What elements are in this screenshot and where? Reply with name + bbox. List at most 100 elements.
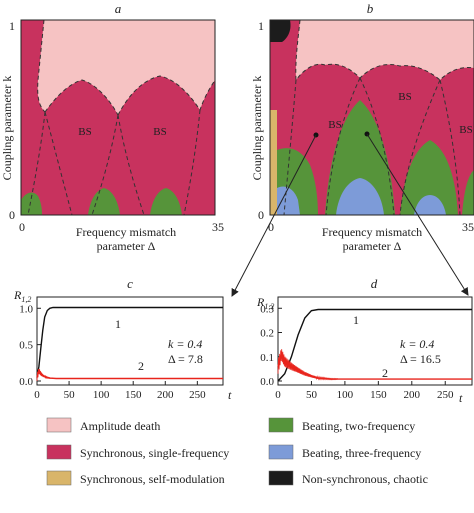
x-tick-label: 100 xyxy=(93,389,110,401)
panel-b: b BS BS xyxy=(250,1,474,253)
y-tick-label: 1.0 xyxy=(19,303,33,315)
y-tick-label: 0.0 xyxy=(260,376,274,388)
y-tick-label: 0.1 xyxy=(260,352,274,364)
panel-b-beating-region-4 xyxy=(462,170,474,215)
legend-swatch-chaotic xyxy=(268,470,294,486)
arrow-to-panel-c xyxy=(231,134,317,297)
panel-d-letter: d xyxy=(371,276,378,291)
panel-a-beating-region-2 xyxy=(88,188,120,215)
panel-d: d R1,2 0.30.20.10.0 0 50 100 150 200 250 t 1 … xyxy=(256,276,473,405)
panel-b-x-tick-min: 0 xyxy=(268,220,274,234)
panel-b-self-modulation-strip xyxy=(270,110,277,215)
panel-a-x-tick-min: 0 xyxy=(19,220,25,234)
arrow-to-panel-d xyxy=(366,133,469,296)
panel-b-chaotic-region xyxy=(270,20,291,42)
panel-a-x-tick-max: 35 xyxy=(212,220,224,234)
panel-a-boundaries xyxy=(27,20,215,215)
legend-swatch-beating-three xyxy=(268,444,294,460)
panel-c-param-delta: Δ = 7.8 xyxy=(168,352,203,366)
panel-b-y-label: Coupling parameter k xyxy=(250,76,264,181)
series-2-oscillation xyxy=(36,368,54,382)
x-tick-label: 50 xyxy=(64,389,76,401)
panel-a-y-tick-min: 0 xyxy=(9,208,15,222)
x-tick-label: 200 xyxy=(157,389,174,401)
x-tick-label: 150 xyxy=(125,389,142,401)
x-tick-label: 250 xyxy=(189,389,206,401)
panel-b-beating-region-2 xyxy=(325,100,395,215)
panel-c-frame xyxy=(36,296,224,386)
panel-c-letter: c xyxy=(127,276,133,291)
x-tick-label: 200 xyxy=(404,389,421,401)
legend-swatch-sync-single xyxy=(46,444,72,460)
x-tick-label: 0 xyxy=(275,389,281,401)
panel-d-param-k: k = 0.4 xyxy=(400,337,434,351)
panel-b-y-tick-max: 1 xyxy=(258,19,264,33)
panel-a-bs-label-2: BS xyxy=(153,126,166,138)
series-1-line xyxy=(277,308,472,382)
legend-label-chaotic: Non-synchronous, chaotic xyxy=(302,472,428,486)
panel-b-y-tick-min: 0 xyxy=(258,208,264,222)
panel-a-beating-region-1 xyxy=(21,192,42,215)
panel-b-boundaries xyxy=(283,20,474,215)
x-tick-label: 0 xyxy=(34,389,40,401)
panel-d-param-delta: Δ = 16.5 xyxy=(400,352,441,366)
panel-a-letter: a xyxy=(115,1,122,16)
panel-d-x-ticks: 0 50 100 150 200 250 xyxy=(275,381,454,401)
legend-swatch-beating-two xyxy=(268,417,294,433)
legend-label-sync-self-mod: Synchronous, self-modulation xyxy=(80,472,225,486)
panel-b-three-frequency-region-3 xyxy=(414,195,446,215)
panel-a-frame xyxy=(20,19,216,216)
panel-b-bs-label-1: BS xyxy=(328,119,341,131)
panel-c-param-k: k = 0.4 xyxy=(168,337,202,351)
panel-a-x-label-line1: Frequency mismatch xyxy=(76,225,176,239)
panel-d-curves xyxy=(277,308,472,382)
panel-b-beating-region-3 xyxy=(400,140,458,215)
panel-b-three-frequency-region-1 xyxy=(277,186,300,215)
panel-c: c R1,2 1.0 0.5 0.0 0 50 100 150 200 250 t 1 2 k… xyxy=(13,276,232,402)
y-tick-label: 0.0 xyxy=(19,376,33,388)
panel-a-beating-region-3 xyxy=(150,188,182,215)
legend-label-beating-three: Beating, three-frequency xyxy=(302,446,421,460)
panel-b-three-frequency-region-2 xyxy=(336,178,384,215)
panel-d-curve-label-2: 2 xyxy=(382,366,388,380)
panel-a-amplitude-death-region xyxy=(37,20,215,115)
panel-c-x-label: t xyxy=(228,388,232,402)
panel-a-y-label: Coupling parameter k xyxy=(0,76,14,181)
panel-a-x-label-line2: parameter Δ xyxy=(97,239,156,253)
y-tick-label: 0.2 xyxy=(260,328,274,340)
legend-label-sync-single: Synchronous, single-frequency xyxy=(80,446,229,460)
panel-a-bs-label-1: BS xyxy=(78,126,91,138)
x-tick-label: 150 xyxy=(370,389,387,401)
panel-d-curve-label-1: 1 xyxy=(353,313,359,327)
panel-a: a BS BS 1 0 0 35 Frequency mismatch xyxy=(0,1,224,253)
panel-c-x-ticks: 0 50 100 150 200 250 xyxy=(34,381,206,401)
panel-b-frame xyxy=(269,19,474,216)
panel-a-y-tick-max: 1 xyxy=(9,19,15,33)
legend-swatch-sync-self-mod xyxy=(46,470,72,486)
panel-c-curves xyxy=(36,306,223,382)
panel-c-y-label: R1,2 xyxy=(13,288,31,304)
panel-b-x-tick-max: 35 xyxy=(462,220,474,234)
legend-swatch-amplitude-death xyxy=(46,417,72,433)
panel-b-x-label-line1: Frequency mismatch xyxy=(322,225,422,239)
x-tick-label: 250 xyxy=(437,389,454,401)
legend: Amplitude death Synchronous, single-freq… xyxy=(46,417,428,486)
panel-b-amplitude-death-region xyxy=(295,20,474,80)
legend-label-amplitude-death: Amplitude death xyxy=(80,419,160,433)
panel-b-bs-label-3: BS xyxy=(459,124,472,136)
panel-b-letter: b xyxy=(367,1,374,16)
panel-c-curve-label-2: 2 xyxy=(138,359,144,373)
x-tick-label: 50 xyxy=(306,389,318,401)
panel-d-frame xyxy=(277,296,473,386)
panel-b-x-label-line2: parameter Δ xyxy=(343,239,402,253)
panel-c-curve-label-1: 1 xyxy=(115,317,121,331)
series-2-line xyxy=(36,369,223,380)
panel-d-x-label: t xyxy=(459,391,463,405)
panel-c-y-ticks: 1.0 0.5 0.0 xyxy=(19,303,41,388)
series-2-oscillation xyxy=(277,349,339,381)
panel-b-bs-label-2: BS xyxy=(398,91,411,103)
series-1-line xyxy=(36,306,223,378)
legend-label-beating-two: Beating, two-frequency xyxy=(302,419,415,433)
panel-d-y-label: R1,2 xyxy=(256,295,274,311)
